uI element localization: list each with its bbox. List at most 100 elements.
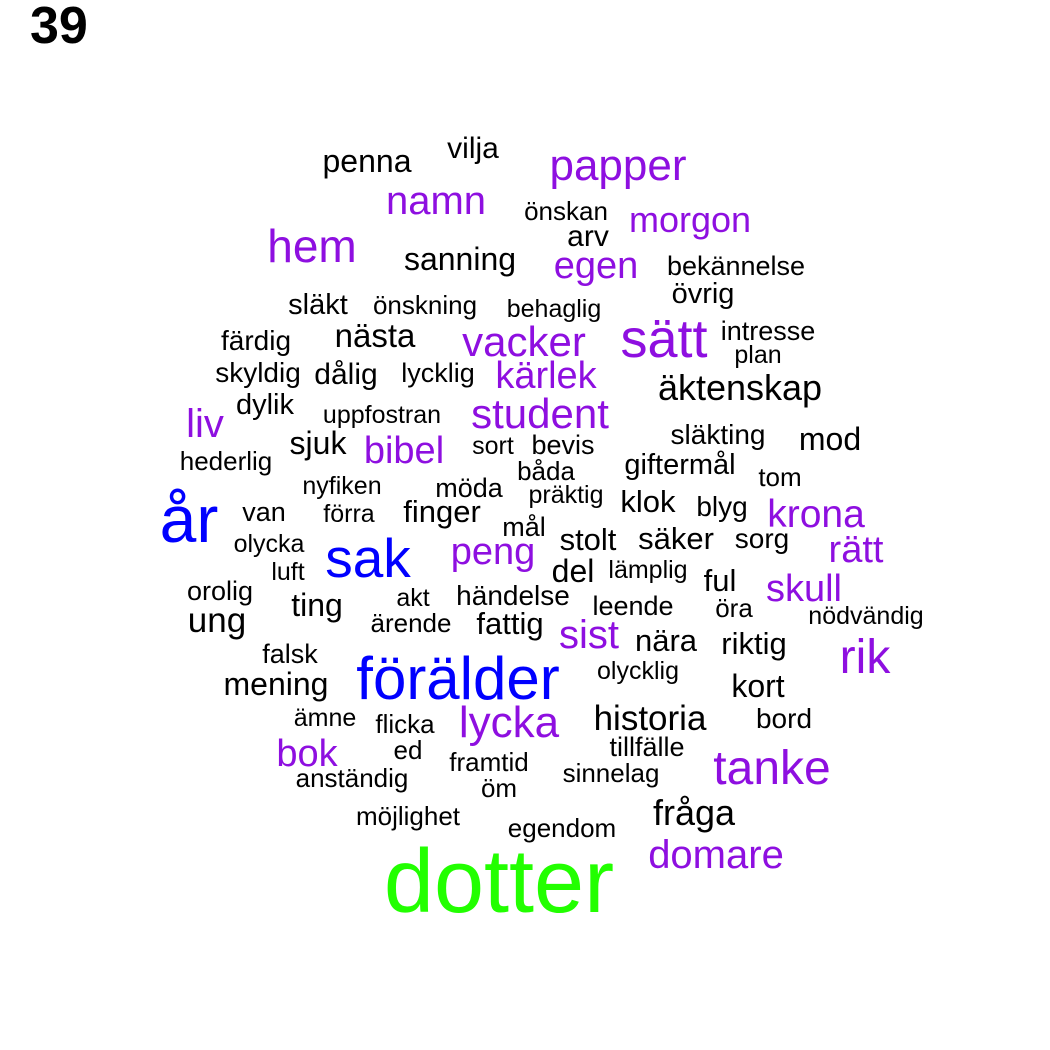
word-58: luft (271, 558, 304, 586)
word-40: nyfiken (302, 472, 381, 500)
word-90: framtid (449, 747, 528, 777)
word-49: krona (767, 493, 865, 536)
word-89: tillfälle (609, 732, 684, 762)
word-51: olycka (234, 530, 305, 558)
word-25: äktenskap (658, 367, 822, 408)
word-42: präktig (528, 481, 603, 509)
word-14: behaglig (507, 295, 602, 323)
word-36: hederlig (180, 446, 273, 476)
word-75: riktig (721, 626, 786, 661)
word-66: ting (291, 587, 343, 623)
word-39: tom (758, 462, 801, 492)
word-59: del (552, 553, 595, 589)
word-73: sist (559, 613, 619, 657)
word-99: dotter (384, 832, 614, 932)
word-71: ärende (371, 608, 452, 638)
word-64: akt (396, 584, 429, 612)
word-48: finger (403, 494, 481, 529)
word-6: arv (567, 220, 609, 253)
word-68: öra (715, 593, 753, 623)
word-85: historia (594, 699, 707, 738)
word-63: orolig (187, 576, 253, 606)
word-18: nästa (335, 317, 416, 354)
word-21: skyldig (215, 357, 301, 388)
word-43: klok (620, 484, 676, 519)
word-2: papper (549, 141, 686, 190)
word-88: ed (394, 735, 423, 765)
word-61: ful (704, 563, 737, 598)
word-27: uppfostran (323, 401, 441, 429)
word-70: ung (188, 601, 246, 640)
word-96: möjlighet (356, 801, 461, 831)
word-34: sort (472, 432, 514, 460)
word-41: möda (435, 473, 504, 503)
word-45: år (160, 482, 219, 556)
word-93: anständig (296, 763, 409, 793)
word-35: bevis (531, 430, 594, 460)
word-86: bord (756, 703, 812, 734)
word-52: sak (325, 527, 411, 589)
word-57: rätt (829, 529, 884, 571)
word-33: bibel (364, 430, 444, 472)
word-44: blyg (696, 491, 747, 522)
word-94: öm (481, 773, 517, 803)
word-30: släkting (671, 419, 766, 450)
word-65: händelse (456, 580, 570, 611)
word-79: olycklig (597, 657, 679, 685)
word-69: nödvändig (808, 602, 923, 630)
word-53: peng (451, 531, 536, 573)
word-77: rik (840, 631, 892, 684)
word-19: vacker (462, 318, 586, 365)
word-8: sanning (404, 241, 516, 277)
word-92: tanke (713, 742, 830, 795)
word-60: lämplig (608, 556, 687, 584)
word-50: mål (502, 512, 546, 542)
word-15: sätt (620, 309, 707, 369)
word-87: bok (276, 733, 338, 775)
word-67: leende (592, 591, 673, 621)
word-1: penna (323, 143, 412, 179)
word-3: namn (386, 179, 486, 223)
word-9: egen (554, 245, 639, 287)
word-32: sjuk (290, 425, 348, 461)
word-38: båda (517, 456, 575, 486)
word-84: lycka (459, 698, 560, 747)
word-54: stolt (560, 522, 617, 557)
word-28: student (471, 390, 609, 437)
word-37: giftermål (624, 449, 735, 481)
word-29: liv (186, 402, 224, 446)
word-74: nära (635, 623, 698, 658)
figure-number-label: 39 (30, 0, 88, 55)
word-55: säker (638, 521, 714, 556)
word-72: fattig (476, 606, 543, 641)
word-24: kärlek (495, 355, 597, 397)
word-46: van (242, 497, 286, 527)
word-78: förälder (356, 645, 559, 712)
word-26: dylik (236, 389, 295, 421)
word-76: falsk (262, 639, 318, 669)
word-95: fråga (653, 792, 736, 833)
word-91: sinnelag (563, 758, 660, 788)
word-0: vilja (447, 132, 499, 165)
word-56: sorg (735, 523, 789, 554)
word-17: färdig (221, 325, 291, 356)
word-10: bekännelse (667, 251, 805, 281)
word-83: flicka (375, 709, 435, 739)
word-97: egendom (508, 813, 616, 843)
word-13: önskning (373, 290, 477, 320)
word-62: skull (766, 568, 842, 610)
word-80: mening (224, 666, 329, 702)
word-81: kort (731, 668, 784, 704)
word-12: släkt (288, 289, 348, 321)
word-22: dålig (314, 358, 377, 391)
word-4: önskan (524, 196, 608, 226)
word-31: mod (799, 421, 861, 457)
word-82: ämne (294, 704, 357, 732)
word-23: lycklig (401, 358, 475, 388)
word-98: domare (648, 833, 784, 877)
word-11: övrig (672, 278, 735, 310)
word-20: plan (734, 341, 781, 369)
word-16: intresse (721, 316, 816, 346)
word-7: hem (267, 220, 356, 272)
